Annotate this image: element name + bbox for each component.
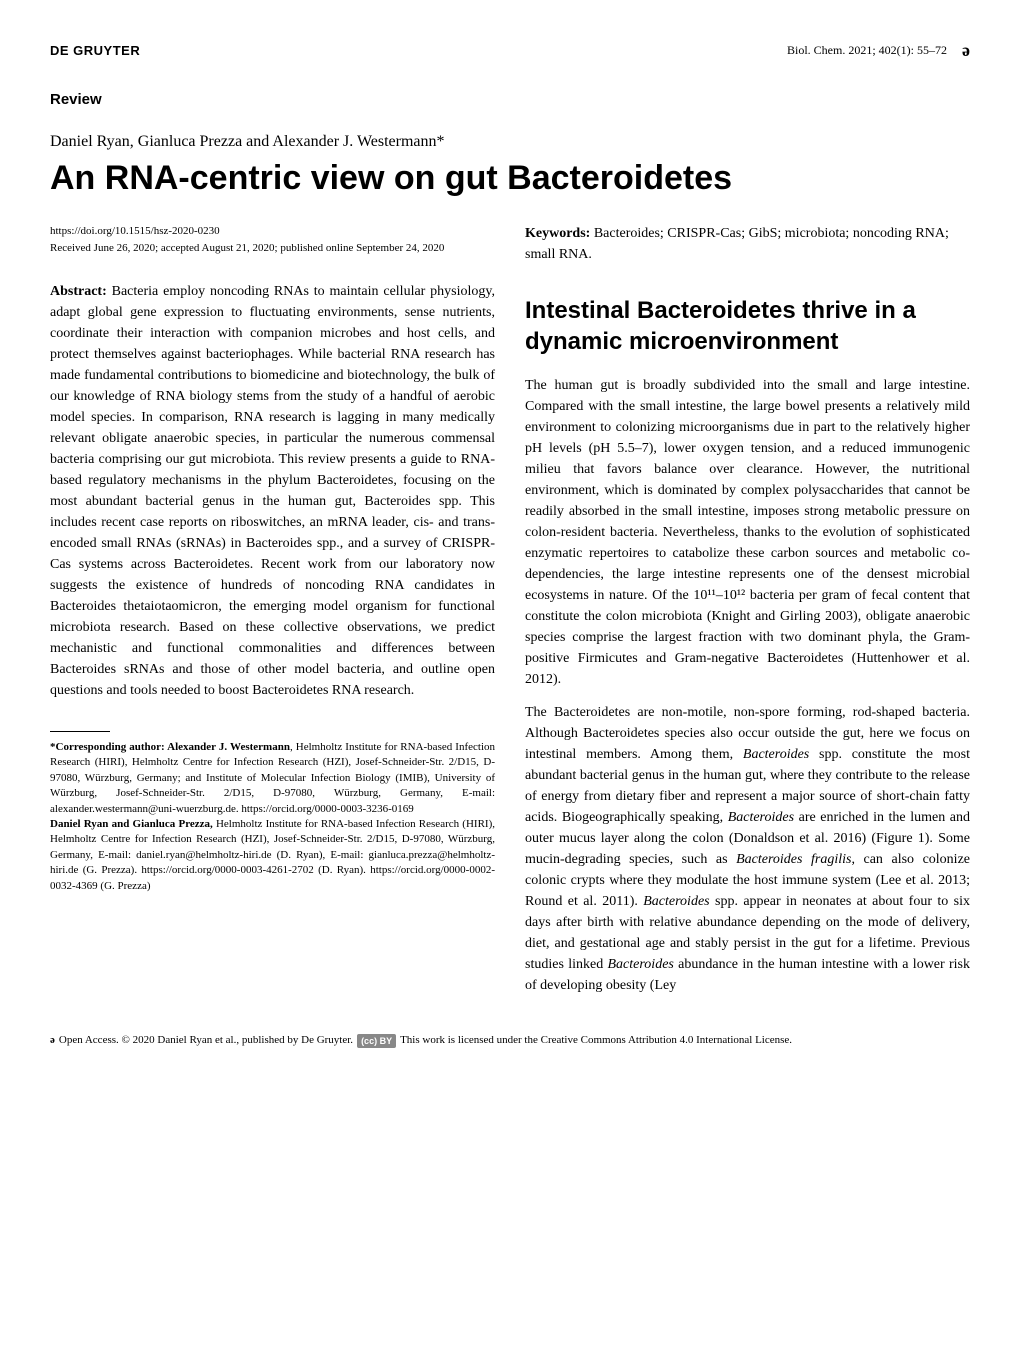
cc-badge-icon: (cc) BY: [357, 1034, 396, 1049]
left-column: https://doi.org/10.1515/hsz-2020-0230 Re…: [50, 223, 495, 1008]
license-footer: ə Open Access. © 2020 Daniel Ryan et al.…: [50, 1033, 970, 1048]
open-access-icon: ə: [962, 40, 970, 61]
citation-container: Biol. Chem. 2021; 402(1): 55–72 ə: [787, 40, 970, 61]
license-statement: This work is licensed under the Creative…: [400, 1033, 792, 1048]
keywords-label: Keywords:: [525, 226, 590, 241]
article-title: An RNA-centric view on gut Bacteroidetes: [50, 159, 970, 198]
author-info-separator: [50, 731, 110, 732]
article-type-label: Review: [50, 91, 970, 108]
other-authors-label: Daniel Ryan and Gianluca Prezza,: [50, 818, 213, 830]
body-paragraph-1: The human gut is broadly subdivided into…: [525, 375, 970, 690]
corresponding-author-label: *Corresponding author: Alexander J. West…: [50, 741, 290, 753]
publication-dates: Received June 26, 2020; accepted August …: [50, 240, 495, 257]
oa-symbol-icon: ə: [50, 1033, 55, 1048]
abstract-label: Abstract:: [50, 284, 107, 299]
page-header: DE GRUYTER Biol. Chem. 2021; 402(1): 55–…: [50, 40, 970, 61]
right-column: Keywords: Bacteroides; CRISPR-Cas; GibS;…: [525, 223, 970, 1008]
corresponding-author-block: *Corresponding author: Alexander J. West…: [50, 740, 495, 894]
abstract-paragraph: Abstract: Bacteria employ noncoding RNAs…: [50, 281, 495, 701]
two-column-layout: https://doi.org/10.1515/hsz-2020-0230 Re…: [50, 223, 970, 1008]
section-heading: Intestinal Bacteroidetes thrive in a dyn…: [525, 295, 970, 357]
authors-line: Daniel Ryan, Gianluca Prezza and Alexand…: [50, 133, 970, 151]
abstract-body: Bacteria employ noncoding RNAs to mainta…: [50, 284, 495, 698]
doi-link[interactable]: https://doi.org/10.1515/hsz-2020-0230: [50, 223, 495, 240]
journal-citation: Biol. Chem. 2021; 402(1): 55–72: [787, 43, 947, 58]
keywords-paragraph: Keywords: Bacteroides; CRISPR-Cas; GibS;…: [525, 223, 970, 265]
doi-and-dates: https://doi.org/10.1515/hsz-2020-0230 Re…: [50, 223, 495, 256]
publisher-name: DE GRUYTER: [50, 43, 140, 58]
open-access-statement: Open Access. © 2020 Daniel Ryan et al., …: [59, 1033, 353, 1048]
body-paragraph-2: The Bacteroidetes are non-motile, non-sp…: [525, 702, 970, 996]
